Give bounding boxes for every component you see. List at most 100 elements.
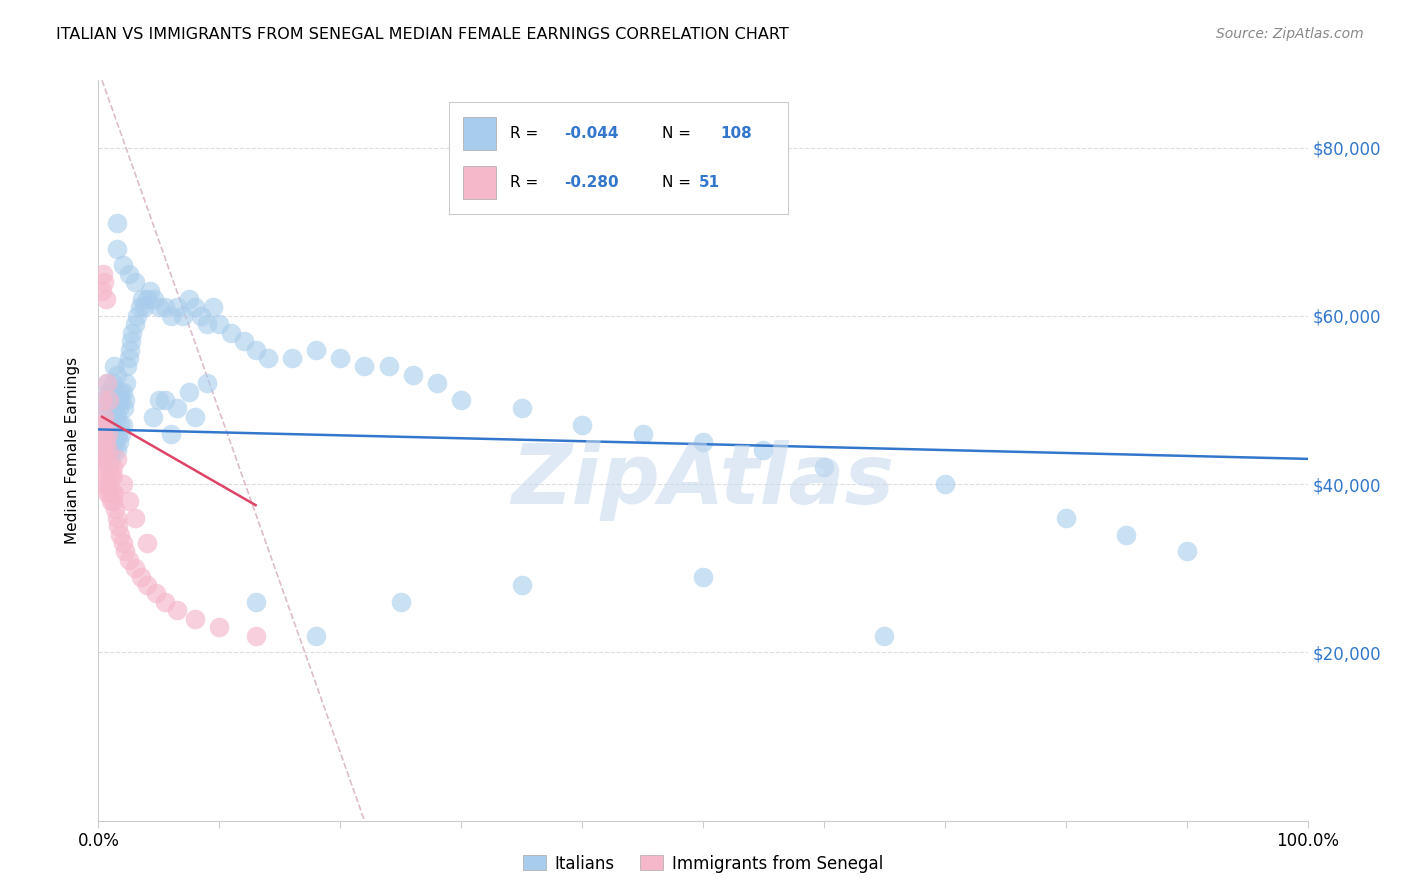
Point [100, 418, 122, 433]
Point [426, 376, 449, 391]
Point [153, 301, 176, 315]
Point [118, 267, 141, 281]
Point [135, 292, 157, 306]
Point [100, 485, 122, 500]
Point [93, 435, 115, 450]
Point [104, 502, 127, 516]
Point [91, 460, 114, 475]
Point [450, 392, 472, 407]
Point [117, 359, 139, 374]
Point [124, 275, 146, 289]
Point [124, 561, 146, 575]
Point [135, 536, 157, 550]
Point [91, 451, 114, 466]
Point [103, 485, 125, 500]
Point [111, 259, 134, 273]
Point [91, 418, 114, 433]
Point [98, 435, 121, 450]
Point [110, 392, 132, 407]
Point [111, 477, 134, 491]
Point [256, 351, 278, 365]
Point [179, 384, 201, 399]
Point [107, 392, 129, 407]
Point [195, 376, 218, 391]
Point [97, 418, 120, 433]
Point [94, 292, 117, 306]
Point [103, 392, 125, 407]
Point [692, 569, 714, 583]
Point [111, 418, 134, 433]
Point [105, 216, 128, 230]
Point [305, 343, 328, 357]
Point [114, 544, 136, 558]
Point [139, 284, 162, 298]
Point [105, 443, 128, 458]
Point [172, 309, 194, 323]
Point [166, 301, 188, 315]
Point [752, 443, 775, 458]
Point [571, 418, 593, 433]
Point [96, 426, 118, 441]
Point [134, 301, 156, 315]
Point [96, 401, 118, 416]
Point [105, 451, 128, 466]
Point [96, 376, 118, 391]
Point [110, 426, 132, 441]
Point [184, 409, 207, 424]
Point [97, 426, 120, 441]
Point [1115, 527, 1137, 541]
Point [91, 284, 114, 298]
Point [402, 368, 425, 382]
Point [184, 612, 207, 626]
Point [124, 510, 146, 524]
Point [160, 309, 183, 323]
Point [142, 409, 165, 424]
Point [94, 468, 117, 483]
Point [131, 292, 153, 306]
Point [118, 553, 141, 567]
Point [281, 351, 304, 365]
Point [100, 384, 122, 399]
Point [107, 519, 129, 533]
Point [208, 620, 231, 634]
Point [118, 343, 141, 357]
Point [96, 376, 118, 391]
Point [108, 384, 131, 399]
Point [111, 384, 134, 399]
Text: ITALIAN VS IMMIGRANTS FROM SENEGAL MEDIAN FEMALE EARNINGS CORRELATION CHART: ITALIAN VS IMMIGRANTS FROM SENEGAL MEDIA… [56, 27, 789, 42]
Point [91, 418, 114, 433]
Point [94, 435, 117, 450]
Point [97, 384, 120, 399]
Point [91, 392, 114, 407]
Point [105, 368, 128, 382]
Point [100, 401, 122, 416]
Point [153, 392, 176, 407]
Point [305, 628, 328, 642]
Point [510, 578, 533, 592]
Point [90, 443, 112, 458]
Point [91, 451, 114, 466]
Point [108, 435, 131, 450]
Point [98, 392, 121, 407]
Point [97, 477, 120, 491]
Point [202, 301, 225, 315]
Point [104, 401, 127, 416]
Point [103, 359, 125, 374]
Point [377, 359, 399, 374]
Point [329, 351, 352, 365]
Point [118, 351, 141, 365]
Y-axis label: Median Female Earnings: Median Female Earnings [65, 357, 80, 544]
Point [813, 460, 835, 475]
Point [93, 275, 115, 289]
Point [121, 326, 143, 340]
Point [93, 392, 115, 407]
Point [97, 443, 120, 458]
Point [98, 460, 121, 475]
Point [93, 443, 115, 458]
Point [510, 401, 533, 416]
Point [96, 451, 118, 466]
Point [107, 426, 129, 441]
Point [111, 536, 134, 550]
Point [101, 376, 124, 391]
Point [1175, 544, 1198, 558]
